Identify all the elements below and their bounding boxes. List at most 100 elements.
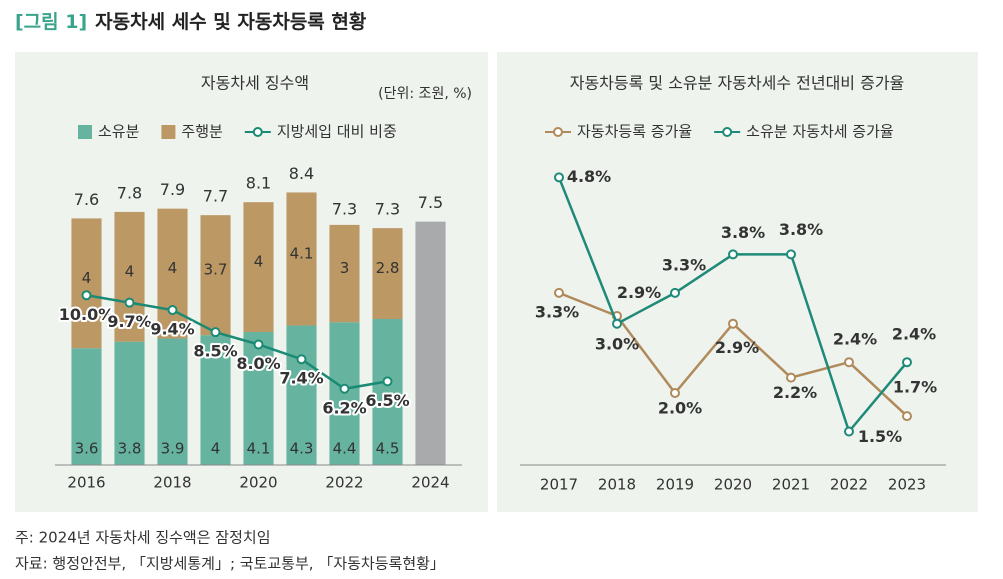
total-label: 8.1 [246,174,271,193]
series-line [86,294,388,391]
bar-segment [114,341,145,465]
segment-label: 4 [168,259,178,277]
segment-label: 4.1 [247,440,271,458]
data-label: 8.5% [193,342,237,361]
bar-segment [286,325,317,465]
chart-title: 자동차세 징수액 [201,74,309,93]
bar-segment [243,202,274,332]
legend-label: 소유분 자동차세 증가율 [746,123,894,141]
x-tick-label: 2019 [656,476,694,494]
point [554,172,564,183]
data-label: 2.9% [617,283,661,302]
segment-label: 3.8 [118,440,142,458]
data-label: 2.9% [715,338,759,357]
point [253,339,264,350]
data-label: 1.5% [858,427,902,446]
legend-label: 자동차등록 증가율 [577,123,692,141]
data-label: 9.4% [150,320,194,339]
point [81,290,92,301]
point [786,249,796,260]
bar-segment [71,218,102,349]
x-tick-label: 2024 [411,474,449,492]
legend-swatch [78,125,92,139]
bar-segment [157,208,188,339]
data-label: 3.8% [721,223,765,242]
right-panel [497,52,978,512]
point [728,318,738,329]
data-label: 6.2% [322,398,366,417]
point [554,287,564,298]
total-label: 7.3 [375,200,400,219]
point [339,383,350,394]
bar-segment [114,211,145,342]
segment-label: 4 [125,262,135,280]
bar-segment [329,224,360,323]
x-tick-label: 2018 [153,474,191,492]
legend-label: 지방세입 대비 비중 [277,123,397,141]
point [902,357,912,368]
data-label: 7.4% [279,369,323,388]
point [844,357,854,368]
x-tick-label: 2016 [67,474,105,492]
legend-label: 소유분 [98,123,140,141]
data-label: 2.0% [658,399,702,418]
segment-label: 3.6 [75,440,99,458]
segment-label: 4.5 [376,440,400,458]
segment-label: 3.7 [204,261,228,279]
point [786,372,796,383]
total-label: 7.9 [160,180,185,199]
data-label: 3.3% [662,255,706,274]
total-label: 7.7 [203,187,228,206]
bar-segment [372,318,403,465]
data-label: 8.0% [236,354,280,373]
legend-marker [722,127,733,137]
point [296,354,307,365]
total-label: 7.5 [418,193,443,212]
data-label: 3.8% [779,220,823,239]
segment-label: 4.1 [290,244,314,262]
legend-swatch [161,125,176,139]
bar-segment [157,338,188,465]
point [844,426,854,437]
point [670,388,680,398]
legend-label: 주행분 [181,123,223,141]
bar-segment [372,228,403,319]
segment-label: 4 [211,440,221,458]
note: 주: 2024년 자동차세 징수액은 잠정치임 [15,529,271,547]
total-label: 7.8 [117,183,142,202]
data-label: 2.4% [833,330,877,349]
figure-title: 자동차세 세수 및 자동차등록 현황 [95,10,367,33]
data-label: 6.5% [365,391,409,410]
data-label: 9.7% [107,312,151,331]
point [167,305,178,316]
bar-segment [200,335,231,465]
x-tick-label: 2022 [830,476,868,494]
legend-marker [553,127,563,137]
data-label: 4.8% [567,167,611,186]
chart-title: 자동차등록 및 소유분 자동차세수 전년대비 증가율 [570,74,905,93]
point [124,297,135,308]
note: 자료: 행정안전부, 「지방세통계」; 국토교통부, 「자동차등록현황」 [15,555,445,573]
bar-segment [71,348,102,465]
point [728,249,738,260]
x-tick-label: 2018 [598,476,636,494]
data-label: 10.0% [59,305,115,324]
segment-label: 4 [254,253,264,271]
segment-label: 4.4 [333,440,357,458]
bar-segment [286,192,317,326]
x-tick-label: 2021 [772,476,810,494]
data-label: 2.4% [892,325,936,344]
x-tick-label: 2022 [325,474,363,492]
x-tick-label: 2020 [239,474,277,492]
data-label: 2.2% [773,383,817,402]
x-tick-label: 2020 [714,476,752,494]
segment-label: 3 [340,259,350,277]
total-label: 7.3 [332,200,357,219]
point [902,411,912,422]
data-label: 1.7% [893,378,937,397]
segment-label: 4.3 [290,440,314,458]
figure-label: [그림 1] [15,11,87,33]
total-label: 8.4 [289,164,314,183]
bar-segment [243,331,274,465]
